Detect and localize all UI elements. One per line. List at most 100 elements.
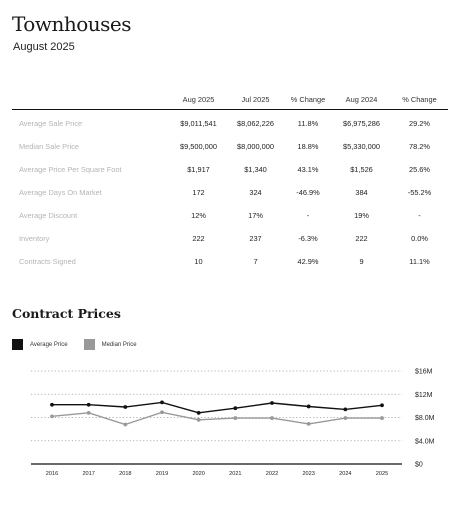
data-point [270,401,274,405]
legend-label: Average Price [30,341,68,348]
row-label: Inventory [19,234,50,243]
line-chart: $0 $4.0M $8.0M $12M $16M 2016 2017 2018 2019 2020… [31,369,435,477]
data-point [86,402,91,407]
table-cell: $9,011,541 [180,119,217,128]
data-point [50,414,54,419]
x-tick-label: 2017 [82,471,94,477]
series-line [52,401,383,414]
table-cell: 237 [249,234,262,243]
data-point [196,410,201,415]
series-line [51,411,382,426]
column-header: Aug 2024 [332,90,391,110]
table-cell: -55.2% [407,188,432,197]
data-point [160,410,164,415]
data-point [123,422,128,427]
table-cell: - [418,211,421,220]
legend-item: Median Price [83,339,137,350]
table-cell: 12% [191,211,206,220]
table-row: Contracts Signed 10 7 42.9% 9 11.1% [12,250,448,273]
x-tick-label: 2023 [302,471,314,477]
y-tick-label: $16M [415,369,433,376]
row-label: Average Discount [19,211,78,220]
row-label: Median Sale Price [19,142,79,151]
row-label: Average Sale Price [19,119,83,128]
data-point [160,400,164,405]
table-cell: 78.2% [409,142,430,151]
data-point [233,406,238,411]
y-tick-label: $4.0M [415,438,435,445]
page-subtitle: August 2025 [13,41,75,53]
data-point [343,407,348,412]
table-cell: 324 [249,188,262,197]
column-header: % Change [391,90,448,110]
data-point [50,402,54,407]
table-cell: 10 [194,257,203,266]
column-header: Aug 2025 [170,90,227,110]
table-cell: $1,917 [187,165,210,174]
y-tick-label: $0 [415,462,423,469]
header-label-cell [12,90,170,110]
chart-legend: Average Price Median Price [12,339,153,350]
data-point [306,421,311,426]
table-cell: 19% [354,211,369,220]
table-cell: 11.1% [409,257,430,266]
data-point [233,416,238,420]
x-tick-label: 2019 [156,471,168,477]
table-row: Average Discount 12% 17% - 19% - [12,204,448,227]
y-tick-label: $8.0M [415,415,435,422]
table-cell: 222 [192,234,205,243]
x-tick-label: 2016 [46,471,58,477]
row-label: Contracts Signed [19,257,76,266]
table-cell: - [306,211,310,220]
table-cell: 222 [355,234,368,243]
data-point [270,416,274,420]
row-label: Average Price Per Square Foot [19,165,122,174]
table-cell: 7 [253,257,258,266]
data-point [343,416,348,420]
column-header: Jul 2025 [227,90,284,110]
table-row: Inventory 222 237 -6.3% 222 0.0% [12,227,448,250]
x-tick-label: 2022 [266,471,278,477]
x-tick-label: 2020 [192,471,204,477]
legend-label: Median Price [101,341,137,348]
stats-table: Aug 2025 Jul 2025 % Change Aug 2024 % Ch… [12,90,448,273]
table-cell: 384 [355,188,368,197]
x-tick-label: 2024 [339,471,351,477]
x-tick-label: 2025 [376,471,388,477]
table-cell: -46.9% [296,188,320,197]
table-cell: $8,062,226 [237,119,274,128]
table-cell: $1,340 [244,165,267,174]
table-cell: 11.8% [297,119,319,128]
table-cell: 0.0% [411,234,428,243]
data-point [380,416,384,420]
table-cell: $8,000,000 [237,142,274,151]
table-cell: -6.3% [298,234,318,243]
table-cell: 172 [192,188,205,197]
table-row: Average Price Per Square Foot $1,917 $1,… [12,158,448,181]
table-header-row: Aug 2025 Jul 2025 % Change Aug 2024 % Ch… [12,90,448,110]
column-header: % Change [284,90,332,110]
data-point [306,404,311,409]
legend-swatch [83,339,95,350]
row-label: Average Days On Market [19,188,102,197]
table-cell: $6,975,286 [343,119,380,128]
table-cell: 9 [359,257,364,266]
table-row: Average Sale Price $9,011,541 $8,062,226… [12,110,448,136]
table-cell: 42.9% [297,257,319,266]
table-row: Median Sale Price $9,500,000 $8,000,000 … [12,135,448,158]
x-tick-label: 2021 [229,471,241,477]
table-cell: $1,526 [350,165,373,174]
table-cell: 25.6% [409,165,430,174]
table-row: Average Days On Market 172 324 -46.9% 38… [12,181,448,204]
table-cell: 18.8% [297,142,319,151]
legend-item: Average Price [12,339,68,350]
table-cell: $9,500,000 [180,142,217,151]
table-cell: 29.2% [409,119,430,128]
data-point [123,405,128,409]
table-cell: 43.1% [297,165,319,174]
chart-title: Contract Prices [12,306,121,321]
legend-swatch [12,339,23,350]
y-tick-label: $12M [415,392,433,399]
table-cell: 17% [248,211,263,220]
page-title: Townhouses [12,12,132,36]
